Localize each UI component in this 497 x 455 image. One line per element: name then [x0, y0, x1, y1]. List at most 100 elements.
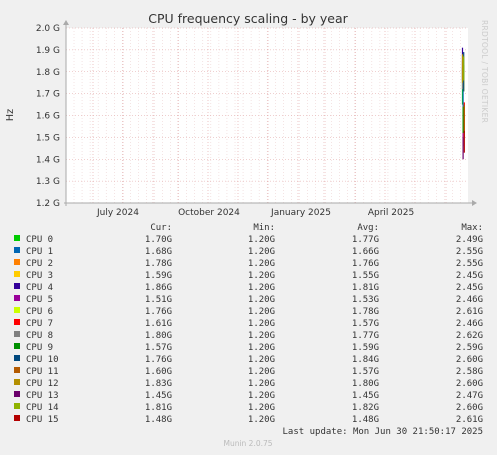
legend-avg: 1.77G: [352, 235, 379, 245]
y-tick-label: 1.7 G: [36, 90, 60, 100]
legend-avg: 1.80G: [352, 379, 379, 389]
y-tick-label: 2.0 G: [36, 24, 60, 34]
legend-cur: 1.70G: [145, 235, 172, 245]
legend-swatch: [14, 403, 20, 409]
legend-row: CPU 0 1.70G 1.20G 1.77G 2.49G: [14, 235, 483, 245]
y-axis-label: Hz: [5, 109, 16, 121]
legend-avg: 1.48G: [352, 415, 379, 425]
legend-max: 2.45G: [456, 271, 483, 281]
legend-series-name: CPU 0: [26, 235, 53, 245]
header-min: Min:: [253, 223, 275, 233]
y-tick-label: 1.3 G: [36, 177, 60, 187]
legend-max: 2.47G: [456, 391, 483, 401]
legend-max: 2.55G: [456, 247, 483, 257]
legend-swatch: [14, 355, 20, 361]
legend-row: CPU 11 1.60G 1.20G 1.57G 2.58G: [14, 367, 483, 377]
legend-cur: 1.68G: [145, 247, 172, 257]
y-tick-label: 1.4 G: [36, 155, 60, 165]
legend-avg: 1.57G: [352, 367, 379, 377]
x-tick-label: October 2024: [178, 208, 240, 218]
legend-swatch: [14, 307, 20, 313]
legend-cur: 1.60G: [145, 367, 172, 377]
legend-cur: 1.80G: [145, 331, 172, 341]
header-max: Max:: [461, 223, 483, 233]
legend-min: 1.20G: [248, 391, 275, 401]
legend-cur: 1.48G: [145, 415, 172, 425]
legend-min: 1.20G: [248, 403, 275, 413]
legend-swatch: [14, 367, 20, 373]
header-avg: Avg:: [357, 223, 379, 233]
legend-swatch: [14, 247, 20, 253]
legend-swatch: [14, 343, 20, 349]
grid-lines: [66, 27, 468, 204]
legend-max: 2.60G: [456, 355, 483, 365]
legend-avg: 1.59G: [352, 343, 379, 353]
legend-row: CPU 13 1.45G 1.20G 1.45G 2.47G: [14, 391, 483, 401]
legend-cur: 1.78G: [145, 259, 172, 269]
legend-min: 1.20G: [248, 283, 275, 293]
legend-series-name: CPU 5: [26, 295, 53, 305]
legend-min: 1.20G: [248, 235, 275, 245]
legend-row: CPU 10 1.76G 1.20G 1.84G 2.60G: [14, 355, 483, 365]
legend-max: 2.62G: [456, 331, 483, 341]
legend-avg: 1.82G: [352, 403, 379, 413]
legend-cur: 1.76G: [145, 307, 172, 317]
legend-cur: 1.81G: [145, 403, 172, 413]
legend-swatch: [14, 331, 20, 337]
legend-series-name: CPU 14: [26, 403, 59, 413]
legend-min: 1.20G: [248, 367, 275, 377]
legend-series-name: CPU 12: [26, 379, 59, 389]
legend-min: 1.20G: [248, 415, 275, 425]
y-tick-label: 1.2 G: [36, 199, 60, 209]
legend-swatch: [14, 235, 20, 241]
chart-title: CPU frequency scaling - by year: [148, 11, 348, 26]
legend-swatch: [14, 415, 20, 421]
legend-swatch: [14, 319, 20, 325]
legend-min: 1.20G: [248, 343, 275, 353]
legend-series-name: CPU 6: [26, 307, 53, 317]
y-axis-arrow: [63, 20, 69, 25]
legend-series-name: CPU 2: [26, 259, 53, 269]
legend-swatch: [14, 295, 20, 301]
header-cur: Cur:: [150, 223, 172, 233]
y-tick-label: 1.8 G: [36, 68, 60, 78]
legend-avg: 1.66G: [352, 247, 379, 257]
legend-avg: 1.77G: [352, 331, 379, 341]
legend-series-name: CPU 8: [26, 331, 53, 341]
legend-row: CPU 4 1.86G 1.20G 1.81G 2.45G: [14, 283, 483, 293]
legend-table: CPU 0 1.70G 1.20G 1.77G 2.49G CPU 1 1.68G 1.20G…: [14, 235, 483, 425]
legend-cur: 1.83G: [145, 379, 172, 389]
legend-max: 2.58G: [456, 367, 483, 377]
legend-cur: 1.51G: [145, 295, 172, 305]
legend-row: CPU 9 1.57G 1.20G 1.59G 2.59G: [14, 343, 483, 353]
legend-swatch: [14, 391, 20, 397]
legend-cur: 1.59G: [145, 271, 172, 281]
legend-series-name: CPU 7: [26, 319, 53, 329]
legend-avg: 1.84G: [352, 355, 379, 365]
legend-avg: 1.57G: [352, 319, 379, 329]
last-update: Last update: Mon Jun 30 21:50:17 2025: [283, 427, 483, 437]
legend-swatch: [14, 271, 20, 277]
legend-row: CPU 15 1.48G 1.20G 1.48G 2.61G: [14, 415, 483, 425]
legend-max: 2.46G: [456, 295, 483, 305]
legend-row: CPU 8 1.80G 1.20G 1.77G 2.62G: [14, 331, 483, 341]
legend-max: 2.55G: [456, 259, 483, 269]
legend-row: CPU 12 1.83G 1.20G 1.80G 2.60G: [14, 379, 483, 389]
legend-max: 2.49G: [456, 235, 483, 245]
legend-avg: 1.76G: [352, 259, 379, 269]
x-tick-labels: July 2024 October 2024 January 2025 April 2…: [96, 208, 414, 218]
y-tick-labels: 1.2 G 1.3 G 1.4 G 1.5 G 1.6 G 1.7 G 1.8 G 1.9 G…: [36, 24, 60, 209]
legend-cur: 1.86G: [145, 283, 172, 293]
legend-min: 1.20G: [248, 331, 275, 341]
legend-row: CPU 6 1.76G 1.20G 1.78G 2.61G: [14, 307, 483, 317]
legend-series-name: CPU 3: [26, 271, 53, 281]
legend-cur: 1.57G: [145, 343, 172, 353]
legend-avg: 1.55G: [352, 271, 379, 281]
rrdtool-credit: RRDTOOL / TOBI OETIKER: [480, 20, 489, 123]
legend-series-name: CPU 1: [26, 247, 53, 257]
legend-row: CPU 5 1.51G 1.20G 1.53G 2.46G: [14, 295, 483, 305]
legend-row: CPU 7 1.61G 1.20G 1.57G 2.46G: [14, 319, 483, 329]
munin-version: Munin 2.0.75: [223, 439, 272, 448]
legend-avg: 1.53G: [352, 295, 379, 305]
